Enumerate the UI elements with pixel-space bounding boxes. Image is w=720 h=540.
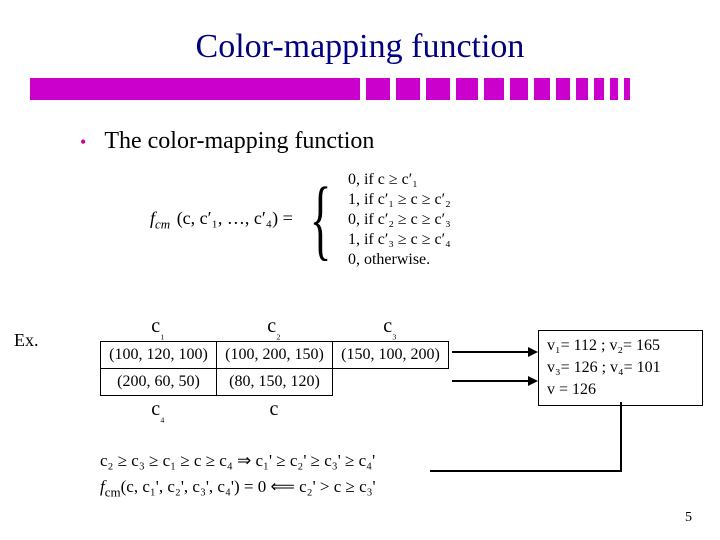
table-col-header: c₃ (332, 315, 448, 341)
row2-label (332, 398, 448, 424)
page-number: 5 (685, 510, 692, 526)
formula-case-line: 1, if c′₃ ≥ c ≥ c′₄ (348, 230, 451, 250)
result-line-2: v₃= 126 ; v₄= 101 (547, 357, 694, 379)
connector-vertical (620, 402, 622, 470)
table-cell: (100, 200, 150) (217, 342, 333, 369)
bottom-formulas: c₂ ≥ c₃ ≥ c₁ ≥ c ≥ c₄ ⇒ c₁' ≥ c₂' ≥ c₃' … (100, 448, 376, 505)
decor-block (484, 78, 504, 100)
row2-label: c (216, 398, 332, 424)
decor-block (426, 78, 450, 100)
table-cell: (100, 120, 100) (101, 342, 217, 369)
formula-cases: 0, if c ≥ c′₁1, if c′₁ ≥ c ≥ c′₂0, if c′… (348, 170, 451, 270)
table-row: (200, 60, 50)(80, 150, 120) (101, 369, 449, 396)
example-label: Ex. (14, 330, 39, 351)
arrow-2-head-icon (528, 376, 538, 386)
table-col-header: c₁ (100, 315, 216, 341)
arrow-1-line (452, 351, 530, 353)
decor-block (510, 78, 528, 100)
row2-label: c₄ (100, 398, 216, 424)
connector-horizontal (430, 470, 622, 472)
arrow-2-line (452, 380, 530, 382)
table-cell: (80, 150, 120) (217, 369, 333, 396)
decor-block (594, 78, 604, 100)
decor-block (366, 78, 390, 100)
formula-case-line: 1, if c′₁ ≥ c ≥ c′₂ (348, 190, 451, 210)
result-box: v₁= 112 ; v₂= 165 v₃= 126 ; v₄= 101 v = … (538, 330, 703, 406)
decor-block (534, 78, 550, 100)
data-table: (100, 120, 100)(100, 200, 150)(150, 100,… (100, 341, 449, 396)
formula-case-line: 0, if c′₂ ≥ c ≥ c′₃ (348, 210, 451, 230)
formula-case-line: 0, otherwise. (348, 250, 451, 270)
result-line-3: v = 126 (547, 379, 694, 401)
decor-band (30, 78, 690, 100)
table-row: (100, 120, 100)(100, 200, 150)(150, 100,… (101, 342, 449, 369)
decor-block (576, 78, 588, 100)
decor-block (624, 78, 630, 100)
bullet-text: The color-mapping function (104, 128, 374, 155)
decor-block (396, 78, 420, 100)
arrow-1-head-icon (528, 347, 538, 357)
table-cell: (150, 100, 200) (333, 342, 449, 369)
decor-solid (30, 78, 360, 100)
slide-title: Color-mapping function (0, 0, 720, 78)
formula-case-line: 0, if c ≥ c′₁ (348, 170, 451, 190)
decor-block (456, 78, 478, 100)
table-col-header: c₂ (216, 315, 332, 341)
bottom-line-1: c₂ ≥ c₃ ≥ c₁ ≥ c ≥ c₄ ⇒ c₁' ≥ c₂' ≥ c₃' … (100, 448, 376, 474)
bottom-line-2: fcm(c, c₁', c₂', c₃', c₄') = 0 ⟸ c₂' > c… (100, 474, 376, 505)
bullet-row: • The color-mapping function (80, 128, 720, 156)
brace-icon: { (310, 175, 332, 265)
table-cell: (200, 60, 50) (101, 369, 217, 396)
decor-blocks (366, 78, 630, 100)
row2-labels: c₄c (100, 398, 449, 424)
bullet-dot-icon: • (80, 128, 86, 156)
piecewise-formula: fcm (c, c′₁, …, c′₄) = { 0, if c ≥ c′₁1,… (150, 170, 720, 270)
formula-fn-name: fcm (c, c′₁, …, c′₄) = (150, 208, 293, 233)
example-table: c₁c₂c₃ (100, 120, 100)(100, 200, 150)(15… (100, 315, 449, 424)
table-column-headers: c₁c₂c₃ (100, 315, 449, 341)
decor-block (556, 78, 570, 100)
result-line-1: v₁= 112 ; v₂= 165 (547, 335, 694, 357)
decor-block (610, 78, 618, 100)
